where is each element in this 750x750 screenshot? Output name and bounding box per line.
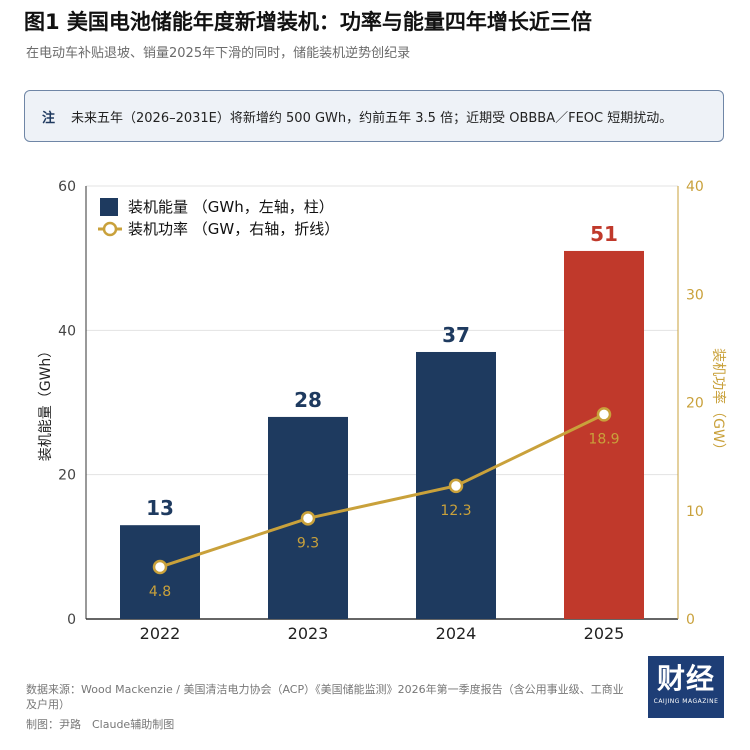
line-point xyxy=(152,559,168,575)
y-axis-title: 装机能量（GWh） xyxy=(38,344,54,462)
line-value-label: 9.3 xyxy=(297,535,319,551)
legend-bar-swatch xyxy=(100,198,118,216)
power-line xyxy=(159,413,605,569)
logo-wordmark: 财经 xyxy=(656,662,715,695)
y-tick-label: 40 xyxy=(58,323,76,339)
legend-bar-label: 装机能量 （GWh，左轴，柱） xyxy=(128,198,334,216)
legend-line-label: 装机功率 （GW，右轴，折线） xyxy=(128,220,339,238)
y2-tick-label: 20 xyxy=(686,396,704,412)
chart-subtitle: 在电动车补贴退坡、销量2025年下滑的同时，储能装机逆势创纪录 xyxy=(26,46,411,61)
chart-title: 图1 美国电池储能年度新增装机：功率与能量四年增长近三倍 xyxy=(24,10,592,34)
y2-tick-label: 0 xyxy=(686,612,695,628)
bar-value-label: 37 xyxy=(442,323,470,347)
note-box: 注 未来五年（2026–2031E）将新增约 500 GWh，约前五年 3.5 … xyxy=(24,90,724,142)
legend-line-marker xyxy=(102,221,118,237)
bar xyxy=(564,250,644,619)
x-tick-label: 2022 xyxy=(140,624,181,643)
y2-tick-label: 40 xyxy=(686,179,704,195)
y-tick-label: 0 xyxy=(67,612,76,628)
y2-tick-label: 10 xyxy=(686,504,704,520)
x-tick-label: 2023 xyxy=(288,624,329,643)
x-tick-label: 2025 xyxy=(584,624,625,643)
line-point xyxy=(448,478,464,494)
bar-value-label: 13 xyxy=(146,496,174,520)
bar-value-label: 28 xyxy=(294,388,322,412)
data-source: 数据来源：Wood Mackenzie / 美国清洁电力协会（ACP）《美国储能… xyxy=(26,683,624,711)
line-point xyxy=(596,407,612,422)
line-value-label: 12.3 xyxy=(440,503,471,519)
x-tick-label: 2024 xyxy=(436,624,477,643)
note-text: 未来五年（2026–2031E）将新增约 500 GWh，约前五年 3.5 倍；… xyxy=(71,110,673,126)
y-tick-label: 60 xyxy=(58,179,76,195)
y2-tick-label: 30 xyxy=(686,287,704,303)
publisher-logo: 财经 CAIJING MAGAZINE xyxy=(648,656,724,718)
y2-axis-title: 装机功率（GW） xyxy=(710,348,727,457)
note-label: 注 xyxy=(42,110,56,126)
line-value-label: 4.8 xyxy=(149,584,171,600)
line-value-label: 18.9 xyxy=(588,431,619,447)
y-tick-label: 20 xyxy=(58,468,76,484)
bar-value-label: 51 xyxy=(590,222,618,246)
chart-credit: 制图：尹路 Claude辅助制图 xyxy=(26,718,175,731)
logo-subtitle: CAIJING MAGAZINE xyxy=(653,698,719,705)
line-point xyxy=(300,511,316,526)
